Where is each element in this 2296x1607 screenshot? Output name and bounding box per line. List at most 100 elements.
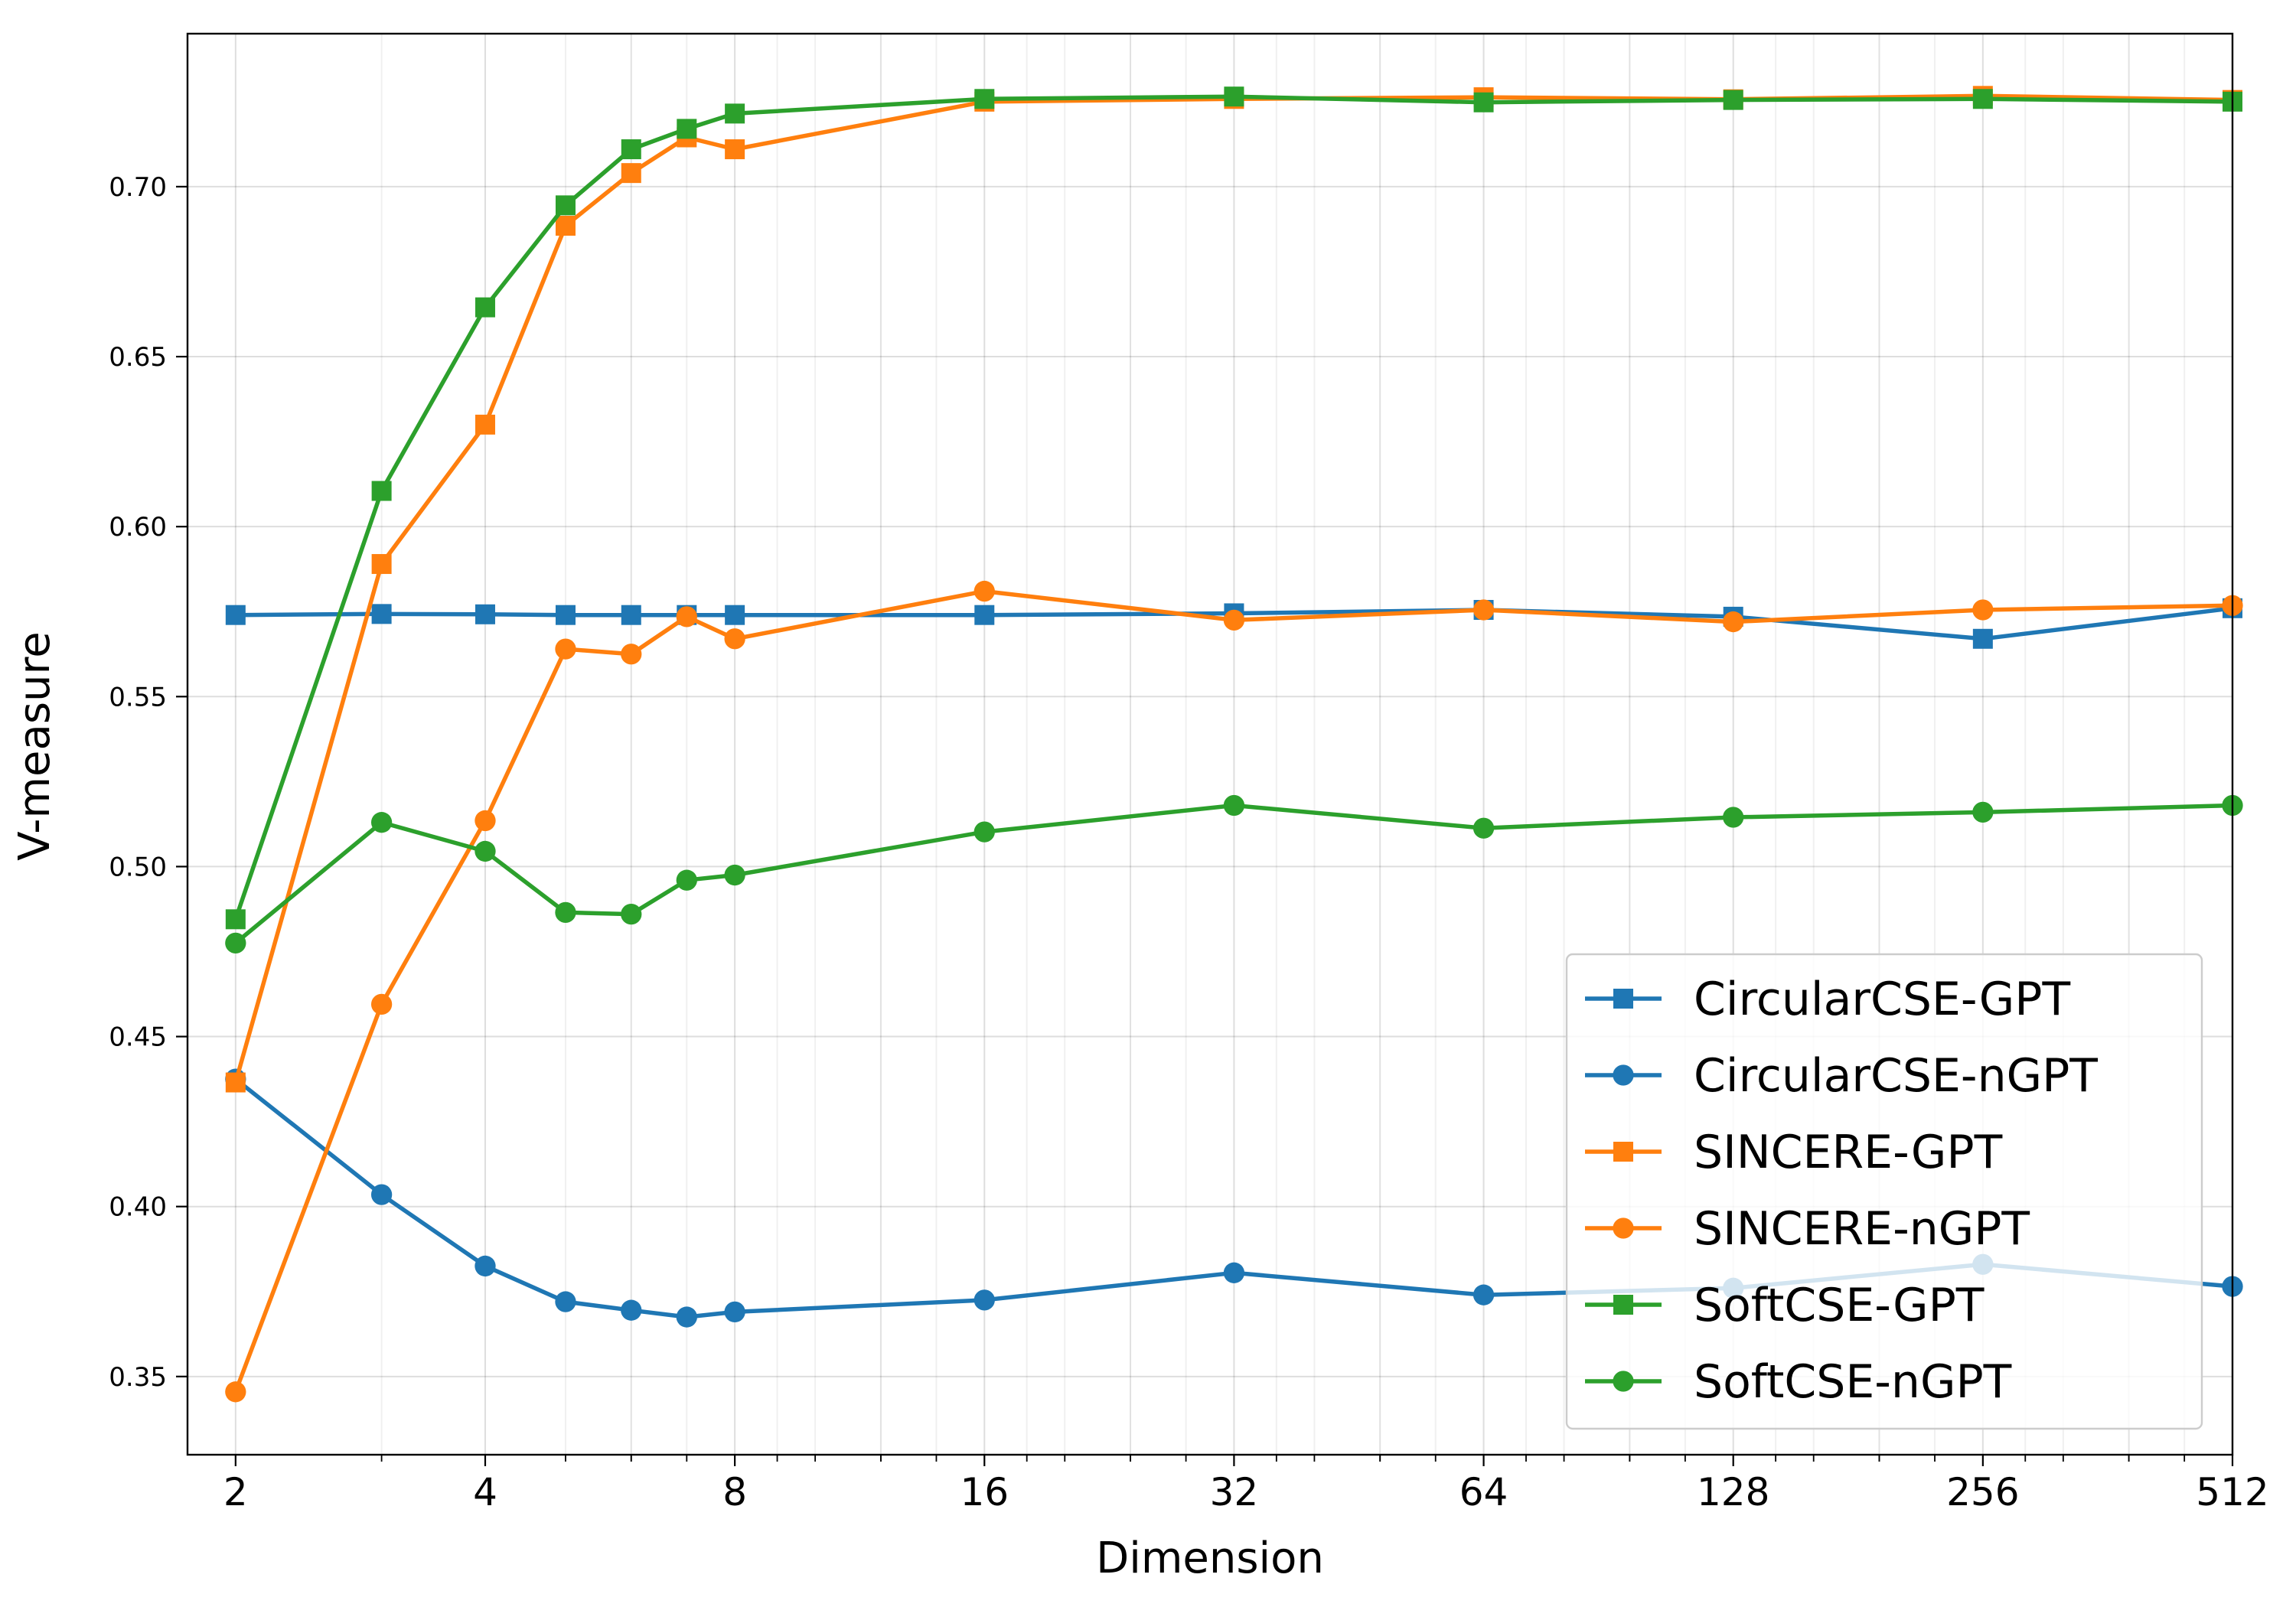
data-point bbox=[621, 605, 641, 625]
y-tick-label: 0.60 bbox=[109, 512, 167, 543]
data-point bbox=[1972, 801, 1994, 823]
data-point bbox=[371, 554, 392, 575]
data-point bbox=[974, 821, 995, 843]
y-tick-label: 0.70 bbox=[109, 172, 167, 203]
legend-item: SINCERE-nGPT bbox=[1585, 1202, 2030, 1256]
x-tick-label: 256 bbox=[1946, 1470, 2019, 1514]
y-tick-label: 0.35 bbox=[109, 1362, 167, 1393]
x-tick-label: 2 bbox=[223, 1470, 248, 1514]
plot-frame bbox=[186, 32, 2234, 1456]
data-point bbox=[676, 1306, 697, 1328]
data-point bbox=[677, 119, 697, 139]
data-point bbox=[621, 644, 642, 665]
data-point bbox=[225, 909, 246, 930]
data-point bbox=[475, 1255, 496, 1277]
legend-item: SoftCSE-GPT bbox=[1585, 1279, 1985, 1332]
x-tick-label: 64 bbox=[1459, 1470, 1508, 1514]
data-point bbox=[725, 139, 745, 160]
data-point bbox=[371, 481, 392, 501]
data-point bbox=[1473, 92, 1494, 112]
data-point bbox=[1473, 817, 1495, 839]
legend: CircularCSE-GPT CircularCSE-nGPT SINCERE-G… bbox=[1565, 953, 2203, 1430]
data-point bbox=[475, 840, 496, 862]
legend-label: SINCERE-GPT bbox=[1694, 1126, 2003, 1179]
data-point bbox=[1723, 807, 1744, 828]
y-tick-label: 0.40 bbox=[109, 1192, 167, 1223]
data-point bbox=[724, 1301, 745, 1323]
data-point bbox=[1223, 794, 1245, 817]
x-tick-label: 512 bbox=[2196, 1470, 2268, 1514]
x-tick-label: 16 bbox=[960, 1470, 1009, 1514]
data-point bbox=[1723, 90, 1743, 110]
data-point bbox=[676, 606, 697, 627]
y-tick-label: 0.65 bbox=[109, 342, 167, 373]
data-point bbox=[370, 812, 393, 833]
legend-label: CircularCSE-nGPT bbox=[1694, 1049, 2098, 1103]
series-SoftCSE-nGPT bbox=[225, 794, 2243, 954]
x-tick-label: 8 bbox=[722, 1470, 747, 1514]
data-point bbox=[370, 1184, 393, 1205]
y-tick-label: 0.50 bbox=[109, 852, 167, 882]
data-point bbox=[724, 628, 745, 650]
legend-label: SoftCSE-GPT bbox=[1694, 1279, 1985, 1332]
data-point bbox=[621, 139, 641, 160]
data-point bbox=[475, 414, 495, 435]
x-tick-label: 128 bbox=[1697, 1470, 1769, 1514]
data-point bbox=[555, 901, 576, 924]
data-point bbox=[1223, 1262, 1245, 1283]
series-layer bbox=[225, 86, 2243, 1403]
data-point bbox=[621, 163, 641, 184]
legend-swatch-marker bbox=[1613, 1142, 1633, 1162]
legend-box bbox=[1565, 953, 2203, 1430]
data-point bbox=[1473, 599, 1495, 621]
x-axis-title: Dimension bbox=[1096, 1534, 1324, 1583]
y-axis-title: V-measure bbox=[10, 631, 60, 860]
data-point bbox=[974, 1289, 995, 1311]
data-point bbox=[555, 195, 576, 216]
data-point bbox=[225, 1072, 246, 1093]
data-point bbox=[225, 932, 246, 954]
data-point bbox=[225, 605, 246, 625]
legend-swatch-marker bbox=[1613, 1371, 1634, 1392]
legend-swatch-marker bbox=[1613, 1295, 1633, 1315]
data-point bbox=[1723, 611, 1744, 633]
legend-item: SoftCSE-nGPT bbox=[1585, 1355, 2012, 1409]
data-point bbox=[555, 1291, 576, 1312]
data-point bbox=[1473, 1284, 1495, 1305]
data-point bbox=[1224, 86, 1244, 107]
data-point bbox=[225, 1381, 246, 1403]
data-point bbox=[974, 89, 995, 109]
y-tick-label: 0.55 bbox=[109, 682, 167, 712]
data-point bbox=[475, 810, 496, 832]
data-point bbox=[724, 864, 745, 886]
legend-swatch-marker bbox=[1613, 989, 1633, 1009]
data-point bbox=[725, 605, 745, 625]
legend-item: CircularCSE-nGPT bbox=[1585, 1049, 2098, 1103]
data-point bbox=[1223, 609, 1245, 631]
data-point bbox=[621, 1299, 642, 1321]
data-point bbox=[371, 604, 392, 624]
data-point bbox=[974, 580, 995, 602]
data-point bbox=[1972, 628, 1993, 649]
data-point bbox=[475, 604, 495, 624]
series-SoftCSE-GPT bbox=[225, 86, 2242, 930]
legend-item: SINCERE-GPT bbox=[1585, 1126, 2003, 1179]
data-point bbox=[676, 869, 697, 891]
legend-label: CircularCSE-GPT bbox=[1694, 973, 2070, 1026]
data-point bbox=[555, 638, 576, 660]
data-point bbox=[1972, 89, 1993, 109]
ticks: 2 4 8 16 32 64 128 256 512 0.35 0.40 0.45 0.50 0.55 0.… bbox=[109, 172, 2268, 1514]
x-tick-label: 4 bbox=[473, 1470, 497, 1514]
legend-swatch-marker bbox=[1613, 1064, 1634, 1086]
x-tick-label: 32 bbox=[1210, 1470, 1259, 1514]
data-point bbox=[555, 216, 576, 236]
y-tick-label: 0.45 bbox=[109, 1022, 167, 1053]
data-point bbox=[370, 993, 393, 1015]
series-SINCERE-nGPT bbox=[225, 580, 2243, 1403]
legend-label: SoftCSE-nGPT bbox=[1694, 1355, 2012, 1409]
data-point bbox=[621, 903, 642, 925]
data-point bbox=[1972, 599, 1994, 621]
legend-swatch-marker bbox=[1613, 1217, 1634, 1239]
data-point bbox=[475, 297, 495, 318]
